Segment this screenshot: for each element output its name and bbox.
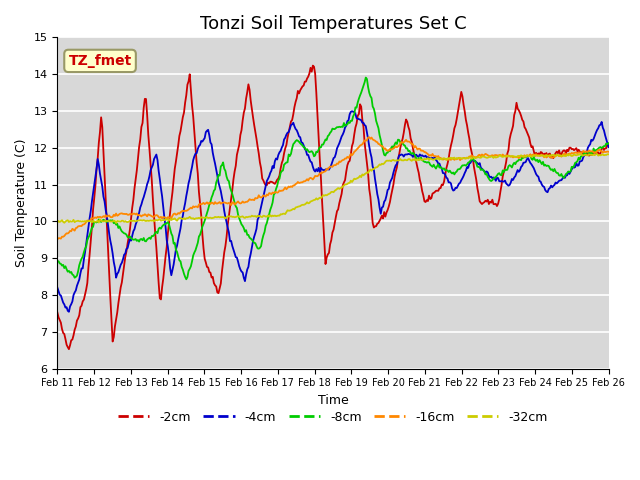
-4cm [65,309,73,315]
-32cm [287,207,295,213]
-32cm [390,157,397,163]
X-axis label: Time: Time [317,394,348,407]
-8cm [390,142,398,147]
-16cm [362,138,370,144]
-2cm [226,204,234,210]
-16cm [54,236,61,242]
-16cm [286,184,294,190]
-4cm [605,144,612,150]
-16cm [460,155,467,161]
-16cm [225,200,233,206]
-4cm [556,178,564,183]
-8cm [605,140,612,146]
-2cm [65,346,73,352]
-8cm [556,173,564,179]
-32cm [460,155,467,161]
-8cm [362,75,370,81]
-4cm [287,122,295,128]
-32cm [605,151,612,157]
-32cm [226,214,234,219]
Line: -32cm: -32cm [58,154,609,223]
-16cm [556,153,563,159]
-2cm [287,119,295,124]
Y-axis label: Soil Temperature (C): Soil Temperature (C) [15,139,28,267]
-32cm [556,153,563,158]
-16cm [605,149,612,155]
-2cm [54,310,61,315]
Line: -8cm: -8cm [58,78,609,279]
-8cm [461,162,468,168]
-4cm [461,170,468,176]
-4cm [54,285,61,290]
Text: TZ_fmet: TZ_fmet [68,54,132,68]
-2cm [309,63,317,69]
-4cm [226,238,234,244]
-16cm [390,145,397,151]
Line: -2cm: -2cm [58,66,609,349]
-8cm [226,184,234,190]
-2cm [390,174,398,180]
-8cm [54,258,61,264]
-2cm [364,170,372,176]
Line: -16cm: -16cm [58,137,609,239]
Title: Tonzi Soil Temperatures Set C: Tonzi Soil Temperatures Set C [200,15,467,33]
-32cm [112,220,120,226]
-8cm [287,151,295,156]
-2cm [605,143,612,149]
-32cm [363,169,371,175]
-32cm [54,219,61,225]
-4cm [364,136,372,142]
-2cm [461,108,468,114]
-4cm [390,166,398,171]
Legend: -2cm, -4cm, -8cm, -16cm, -32cm: -2cm, -4cm, -8cm, -16cm, -32cm [113,406,553,429]
-32cm [593,151,601,157]
-8cm [364,84,372,90]
-4cm [348,108,356,114]
Line: -4cm: -4cm [58,111,609,312]
-8cm [182,276,190,282]
-2cm [556,152,564,157]
-16cm [365,134,373,140]
